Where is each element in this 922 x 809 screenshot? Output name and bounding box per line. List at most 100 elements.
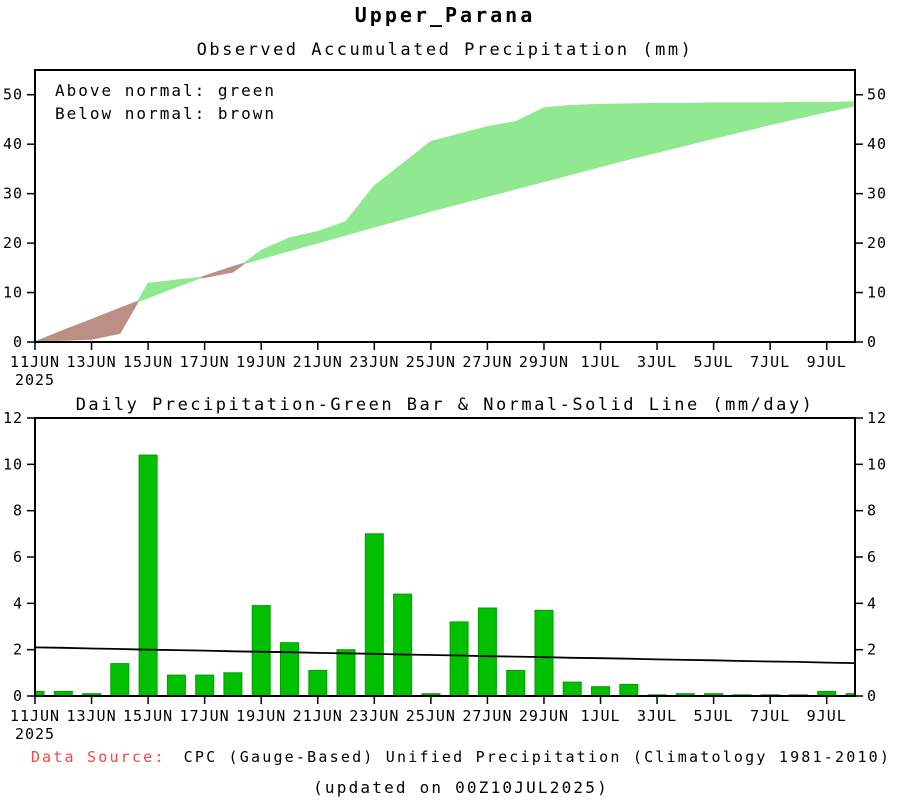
precip-bar xyxy=(223,672,243,696)
legend-above-normal: Above normal: green xyxy=(55,81,277,100)
precip-bar xyxy=(449,621,469,696)
y-tick-label: 10 xyxy=(3,284,23,302)
x-tick-label: 21JUN xyxy=(293,707,343,725)
data-source-label: Data Source: xyxy=(30,748,166,766)
y-tick-label: 0 xyxy=(13,687,23,705)
y-tick-label: 6 xyxy=(13,548,23,566)
precip-bar xyxy=(817,690,837,696)
precip-bar xyxy=(53,690,73,696)
x-tick-label: 1JUL xyxy=(580,353,620,371)
precip-bar xyxy=(675,693,695,696)
precip-bar xyxy=(82,693,102,696)
legend: Above normal: green Below normal: brown xyxy=(55,79,276,125)
above-normal-area xyxy=(34,101,856,343)
precip-bar xyxy=(534,609,554,696)
x-tick-label: 25JUN xyxy=(406,353,456,371)
chart-frame xyxy=(34,417,856,697)
x-tick-label: 19JUN xyxy=(236,707,286,725)
x-tick-label: 27JUN xyxy=(462,353,512,371)
precip-bar xyxy=(477,607,497,696)
y-tick-label: 40 xyxy=(867,135,887,153)
x-tick-label: 21JUN xyxy=(293,353,343,371)
x-tick-label: 19JUN xyxy=(236,353,286,371)
y-tick-label: 10 xyxy=(867,284,887,302)
x-year-label: 2025 xyxy=(15,725,55,743)
accumulated-chart-title: Observed Accumulated Precipitation (mm) xyxy=(196,40,694,60)
normal-line xyxy=(34,646,856,664)
y-tick-label: 50 xyxy=(867,86,887,104)
y-tick-label: 30 xyxy=(3,185,23,203)
y-tick-label: 10 xyxy=(3,455,23,473)
updated-line: (updated on 00Z10JUL2025) xyxy=(313,778,609,797)
below-normal-area xyxy=(36,262,245,342)
y-tick-label: 0 xyxy=(867,333,877,351)
page-title: Upper_Parana xyxy=(354,3,536,27)
x-tick-label: 23JUN xyxy=(349,707,399,725)
x-tick-label: 11JUN xyxy=(10,707,60,725)
x-tick-label: 5JUL xyxy=(694,707,734,725)
x-tick-label: 13JUN xyxy=(66,707,116,725)
precip-bar xyxy=(308,670,328,696)
precip-bar xyxy=(506,670,526,696)
y-tick-label: 30 xyxy=(867,185,887,203)
y-tick-label: 12 xyxy=(3,409,23,427)
x-tick-label: 27JUN xyxy=(462,707,512,725)
x-tick-label: 29JUN xyxy=(519,707,569,725)
x-tick-label: 9JUL xyxy=(807,353,847,371)
y-tick-label: 8 xyxy=(13,502,23,520)
y-tick-label: 2 xyxy=(13,641,23,659)
precip-bar xyxy=(619,683,639,696)
daily-chart-title: Daily Precipitation-Green Bar & Normal-S… xyxy=(75,395,815,415)
precip-bar xyxy=(364,533,384,696)
precip-bar xyxy=(393,593,413,696)
legend-below-normal: Below normal: brown xyxy=(55,104,277,123)
x-tick-label: 11JUN xyxy=(10,353,60,371)
x-tick-label: 29JUN xyxy=(519,353,569,371)
data-source-text: CPC (Gauge-Based) Unified Precipitation … xyxy=(183,748,892,766)
precip-bar xyxy=(35,690,45,696)
x-tick-label: 17JUN xyxy=(180,707,230,725)
chart-frame xyxy=(34,69,856,343)
x-tick-label: 15JUN xyxy=(123,353,173,371)
y-tick-label: 6 xyxy=(867,548,877,566)
x-tick-label: 3JUL xyxy=(637,353,677,371)
y-tick-label: 50 xyxy=(3,86,23,104)
x-tick-label: 7JUL xyxy=(750,353,790,371)
precip-bar xyxy=(562,681,582,696)
precip-bar xyxy=(195,674,215,696)
x-tick-label: 9JUL xyxy=(807,707,847,725)
y-tick-label: 2 xyxy=(867,641,877,659)
x-tick-label: 25JUN xyxy=(406,707,456,725)
precip-bar xyxy=(280,642,299,696)
x-tick-label: 3JUL xyxy=(637,707,677,725)
y-tick-label: 20 xyxy=(3,234,23,252)
y-tick-label: 4 xyxy=(13,594,23,612)
precip-bar xyxy=(138,454,158,696)
daily-bars xyxy=(35,454,855,696)
y-tick-label: 10 xyxy=(867,455,887,473)
x-tick-label: 15JUN xyxy=(123,707,173,725)
y-tick-label: 0 xyxy=(867,687,877,705)
y-tick-label: 8 xyxy=(867,502,877,520)
y-tick-label: 4 xyxy=(867,594,877,612)
precip-bar xyxy=(336,649,356,696)
precip-bar xyxy=(421,693,441,696)
x-tick-label: 1JUL xyxy=(580,707,620,725)
x-year-label: 2025 xyxy=(15,371,55,389)
data-source-line: Data Source: CPC (Gauge-Based) Unified Pr… xyxy=(0,748,922,766)
x-tick-label: 7JUL xyxy=(750,707,790,725)
x-tick-label: 13JUN xyxy=(66,353,116,371)
y-tick-label: 20 xyxy=(867,234,887,252)
y-tick-label: 40 xyxy=(3,135,23,153)
precip-bar xyxy=(110,663,130,696)
precip-bar xyxy=(591,686,610,696)
x-tick-label: 5JUL xyxy=(694,353,734,371)
precip-bar xyxy=(704,693,724,696)
x-tick-label: 17JUN xyxy=(180,353,230,371)
y-tick-label: 12 xyxy=(867,409,887,427)
precip-bar xyxy=(166,674,186,696)
precip-bar xyxy=(845,693,855,696)
x-tick-label: 23JUN xyxy=(349,353,399,371)
y-tick-label: 0 xyxy=(13,333,23,351)
